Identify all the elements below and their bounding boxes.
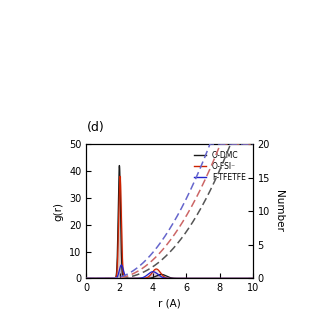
Legend: O-DMC, O-FSI⁻, F-TFETFE: O-DMC, O-FSI⁻, F-TFETFE (191, 148, 249, 185)
Y-axis label: g(r): g(r) (54, 202, 64, 221)
Y-axis label: Number: Number (274, 190, 284, 232)
Text: (d): (d) (86, 121, 104, 134)
X-axis label: r (A): r (A) (158, 299, 181, 309)
